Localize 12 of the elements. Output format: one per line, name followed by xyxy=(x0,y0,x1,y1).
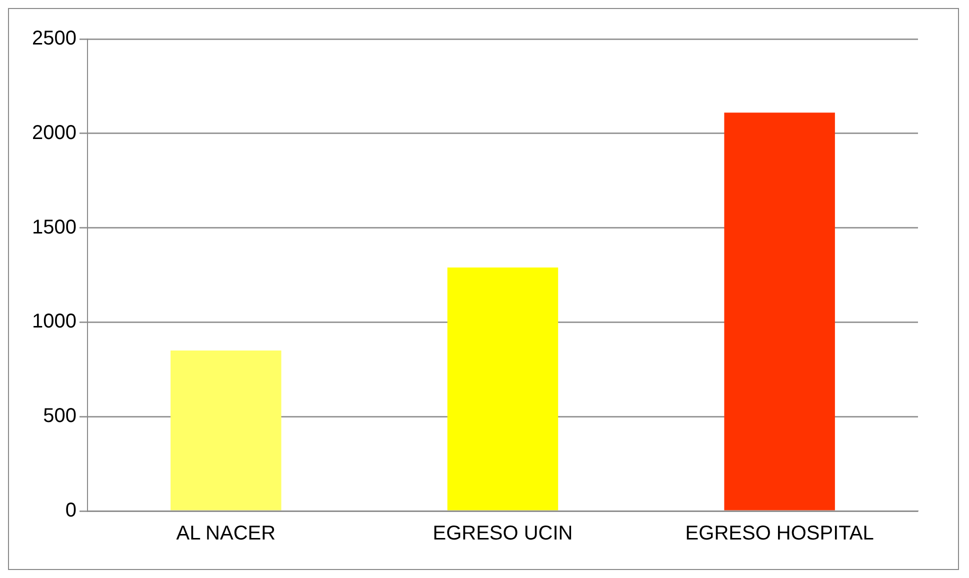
bar xyxy=(724,112,835,510)
x-tick-label: EGRESO UCIN xyxy=(432,522,573,545)
y-tick-label: 2500 xyxy=(32,28,76,50)
bar xyxy=(170,350,282,510)
x-tick-label: EGRESO HOSPITAL xyxy=(685,522,874,545)
bar xyxy=(447,267,558,510)
x-tick-label: AL NACER xyxy=(176,522,276,545)
y-tick-label: 0 xyxy=(65,500,76,522)
y-tick-label: 1000 xyxy=(32,310,76,333)
y-tick-label: 2000 xyxy=(32,122,76,144)
y-tick-label: 500 xyxy=(43,405,76,428)
y-tick-label: 1500 xyxy=(32,216,76,238)
